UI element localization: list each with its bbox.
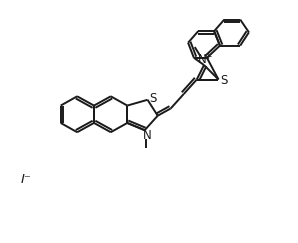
Text: I⁻: I⁻ [20, 173, 31, 186]
Text: S: S [149, 92, 156, 105]
Text: N: N [198, 53, 207, 66]
Text: N: N [143, 130, 151, 142]
Text: +: + [204, 52, 211, 61]
Text: S: S [220, 74, 227, 87]
